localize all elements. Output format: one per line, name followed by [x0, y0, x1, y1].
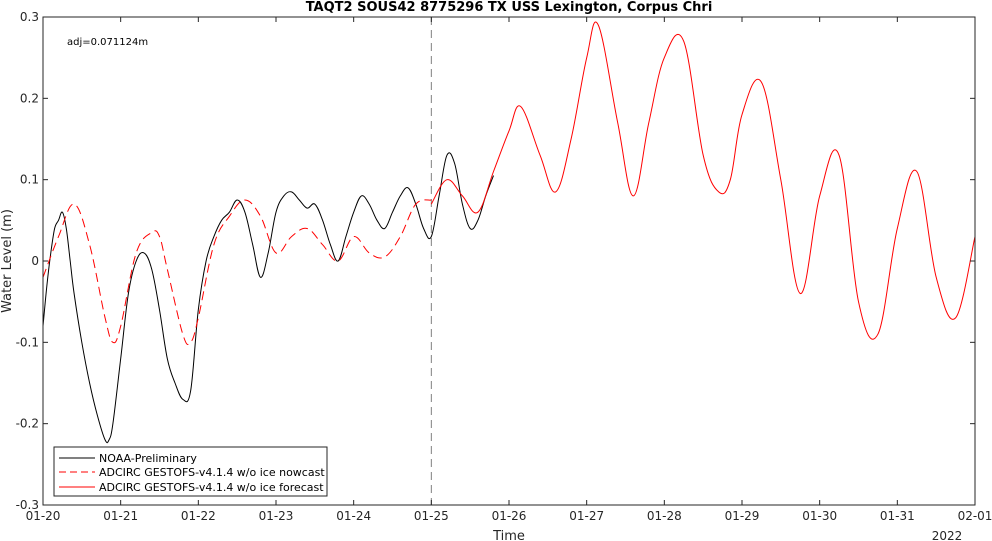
series-forecast-line [430, 21, 976, 340]
x-tick-label: 01-22 [181, 509, 216, 523]
x-tick-label: 02-01 [958, 509, 992, 523]
x-tick-label: 01-31 [880, 509, 915, 523]
y-tick-label: 0 [31, 254, 39, 268]
adj-annotation: adj=0.071124m [67, 37, 148, 48]
y-tick-label: -0.3 [16, 498, 39, 512]
x-tick-label: 01-30 [802, 509, 837, 523]
x-tick-label: 01-25 [414, 509, 449, 523]
x-tick-label: 01-27 [569, 509, 604, 523]
chart-title: TAQT2 SOUS42 8775296 TX USS Lexington, C… [306, 0, 713, 15]
x-axis-title: Time [492, 529, 525, 541]
series-layer [42, 21, 976, 444]
series-nowcast-line [42, 199, 432, 346]
y-axis-title: Water Level (m) [0, 209, 15, 313]
legend-label-nowcast: ADCIRC GESTOFS-v4.1.4 w/o ice nowcast [99, 466, 325, 479]
y-tick-label: 0.2 [20, 91, 39, 105]
tick-layer: 01-20 01-21 01-22 01-23 01-24 01-25 01-26 01-27… [16, 10, 992, 523]
x-tick-label: 01-20 [26, 509, 61, 523]
y-tick-label: 0.1 [20, 173, 39, 187]
y-tick-label: -0.1 [16, 335, 39, 349]
legend-label-forecast: ADCIRC GESTOFS-v4.1.4 w/o ice forecast [99, 481, 324, 494]
x-tick-label: 01-29 [725, 509, 760, 523]
plot-area [43, 17, 975, 505]
x-year-label: 2022 [932, 529, 963, 541]
series-noaa-preliminary-line [42, 152, 494, 444]
x-tick-label: 01-24 [336, 509, 371, 523]
y-tick-label: -0.2 [16, 417, 39, 431]
x-tick-label: 01-26 [492, 509, 527, 523]
legend: NOAA-Preliminary ADCIRC GESTOFS-v4.1.4 w… [53, 446, 328, 497]
y-tick-label: 0.3 [20, 10, 39, 24]
legend-box [53, 446, 328, 497]
legend-label-noaa: NOAA-Preliminary [99, 452, 197, 465]
x-tick-label: 01-21 [103, 509, 138, 523]
x-tick-label: 01-28 [647, 509, 682, 523]
x-tick-label: 01-23 [259, 509, 294, 523]
